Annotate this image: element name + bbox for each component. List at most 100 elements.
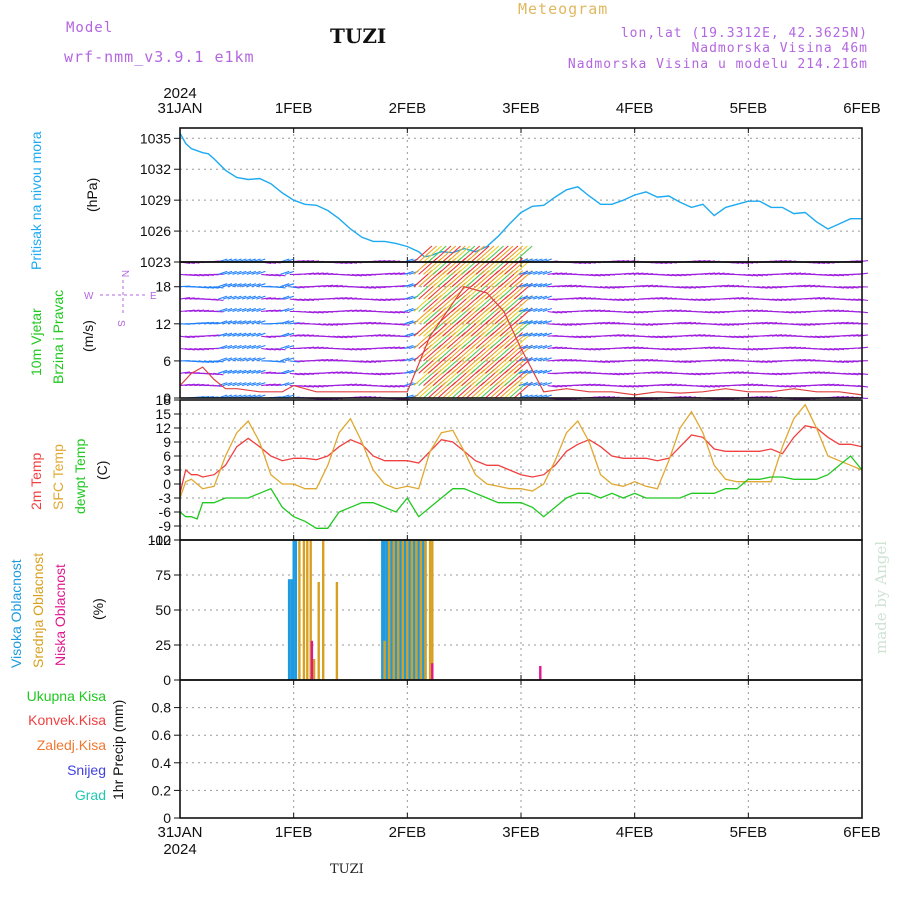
wind-arrow: [776, 385, 787, 388]
wind-arrow: [786, 310, 797, 314]
wind-arrow: [380, 334, 391, 337]
wind-arrow: [222, 270, 233, 275]
wind-arrow: [695, 298, 706, 302]
wind-arrow: [446, 245, 466, 263]
ytick-label: 50: [155, 602, 171, 618]
wind-arrow: [533, 357, 543, 362]
ytick-label: 0.4: [152, 755, 172, 771]
wind-arrow: [251, 270, 261, 275]
wind-arrow: [566, 371, 577, 374]
wind-arrow: [227, 307, 237, 313]
wind-arrow: [604, 360, 615, 363]
wind-arrow: [523, 295, 533, 300]
wind-arrow: [342, 383, 353, 387]
wind-arrow: [222, 295, 233, 300]
wind-arrow: [791, 346, 802, 350]
wind-arrow: [504, 295, 523, 312]
wind-arrow: [404, 344, 414, 350]
wind-arrow: [480, 245, 500, 263]
wind-arrow: [327, 323, 339, 326]
wind-arrow: [380, 385, 391, 388]
wind-arrow: [246, 382, 256, 387]
xtick-label-bottom: 2FEB: [389, 824, 427, 841]
wind-arrow: [647, 284, 658, 288]
wind-arrow: [671, 347, 682, 351]
wind-arrow: [218, 283, 228, 288]
wind-arrow: [585, 273, 596, 277]
wind-arrow: [829, 347, 840, 351]
wind-arrow: [299, 334, 310, 337]
wind-arrow: [218, 332, 228, 337]
wind-arrow: [227, 283, 237, 288]
wind-arrow: [552, 385, 563, 388]
wind-arrow: [724, 323, 735, 326]
ytick-label: 1035: [140, 130, 171, 146]
wind-arrow: [504, 270, 523, 288]
wind-arrow: [356, 273, 367, 277]
wind-arrow: [241, 369, 252, 374]
wind-arrow: [227, 382, 237, 387]
wind-arrow: [270, 273, 281, 277]
wind-arrow: [537, 283, 548, 288]
precip-legend-total: Ukupna Kisa: [26, 688, 106, 704]
wind-arrow: [284, 295, 295, 300]
wind-arrow: [824, 273, 835, 277]
wind-arrow: [394, 358, 405, 362]
wind-arrow: [518, 270, 529, 275]
panel-frame: [179, 679, 863, 819]
wind-arrow: [819, 383, 830, 387]
wind-arrow: [470, 245, 490, 263]
wind-arrow: [604, 286, 615, 289]
wind-arrow: [724, 371, 735, 374]
wind-arrow: [657, 297, 668, 300]
wind-arrow: [523, 382, 533, 387]
wind-arrow: [265, 297, 276, 300]
wind-arrow: [289, 321, 300, 325]
wind-arrow: [218, 320, 228, 325]
wind-arrow: [179, 371, 191, 374]
wind-arrow: [375, 334, 386, 337]
wind-arrow: [791, 385, 802, 388]
wind-arrow: [199, 321, 210, 325]
wind-arrow: [504, 381, 523, 399]
wind-arrow: [795, 358, 806, 362]
wind-arrow: [232, 283, 242, 288]
wind-arrow: [757, 321, 768, 325]
wind-arrow: [666, 309, 677, 313]
wind-arrow: [404, 382, 414, 387]
wind-arrow: [814, 297, 825, 300]
wind-arrow: [494, 245, 514, 263]
wind-arrow: [590, 273, 601, 277]
wind-arrow: [404, 357, 414, 362]
wind-arrow: [289, 334, 300, 337]
wind-arrow: [781, 298, 792, 301]
high-cloud-bar: [417, 540, 420, 680]
wind-arrow: [857, 346, 868, 350]
wind-arrow: [222, 307, 233, 313]
wind-arrow: [528, 332, 538, 337]
wind-arrow: [222, 382, 233, 387]
wind-arrow: [690, 372, 701, 376]
mid-cloud-bar: [406, 540, 409, 680]
wind-arrow: [838, 286, 849, 289]
wind-arrow: [289, 286, 300, 289]
wind-arrow: [256, 320, 266, 325]
mid-cloud-bar: [410, 540, 414, 680]
high-cloud-bar: [413, 540, 416, 680]
wind-arrow: [513, 381, 533, 399]
wind-arrow: [184, 347, 195, 351]
wind-arrow: [456, 245, 476, 263]
wind-arrow: [194, 273, 205, 277]
wind-arrow: [795, 323, 806, 326]
wind-arrow: [810, 371, 821, 374]
wind-arrow: [810, 297, 821, 300]
wind-arrow: [504, 369, 523, 387]
wind-arrow: [280, 295, 290, 300]
wind-arrow: [738, 297, 749, 300]
wind-arrow: [662, 309, 673, 313]
precip-legend-freezing: Zaledj.Kisa: [36, 737, 106, 753]
wind-arrow: [638, 284, 649, 288]
wind-arrow: [399, 323, 410, 326]
wind-arrow: [619, 372, 630, 376]
wind-arrow: [705, 385, 716, 388]
